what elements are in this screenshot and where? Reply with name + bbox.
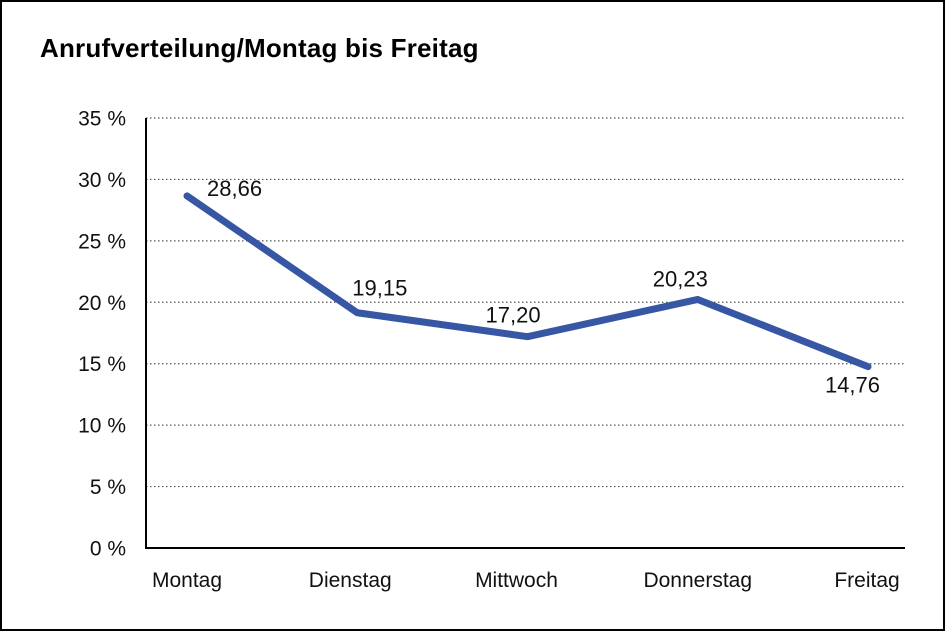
y-tick-label: 15 %	[78, 353, 126, 376]
x-category-label: Montag	[152, 569, 222, 592]
x-category-label: Freitag	[834, 569, 899, 592]
data-point-label: 20,23	[653, 266, 708, 291]
y-tick-label: 30 %	[78, 169, 126, 192]
y-tick-label: 35 %	[78, 108, 126, 131]
data-point-label: 17,20	[486, 303, 541, 328]
data-point-label: 14,76	[825, 373, 880, 398]
chart-title: Anrufverteilung/Montag bis Freitag	[40, 33, 479, 63]
y-tick-label: 20 %	[78, 292, 126, 315]
data-polyline	[183, 192, 872, 371]
x-category-label: Dienstag	[309, 569, 392, 592]
y-tick-label: 25 %	[78, 230, 126, 253]
data-point-label: 28,66	[207, 176, 262, 201]
y-tick-label: 10 %	[78, 415, 126, 438]
data-point-label: 19,15	[352, 276, 407, 301]
x-category-label: Donnerstag	[643, 569, 752, 592]
x-category-label: Mittwoch	[475, 569, 558, 592]
y-tick-label: 0 %	[90, 538, 126, 561]
y-tick-label: 5 %	[90, 476, 126, 499]
